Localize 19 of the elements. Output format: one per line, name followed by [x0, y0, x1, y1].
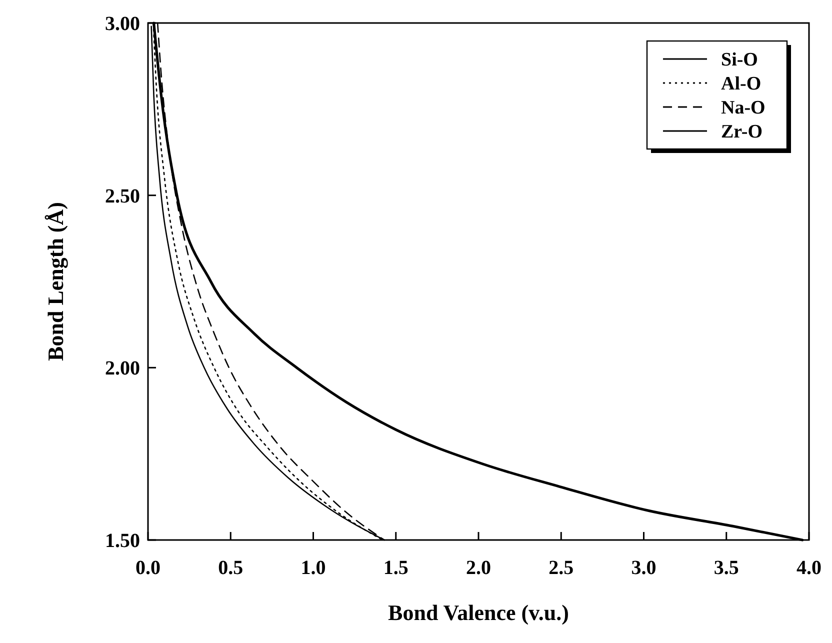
x-tick-label: 3.0	[631, 557, 656, 579]
legend-label: Na-O	[721, 98, 766, 119]
y-tick-label: 3.00	[105, 13, 140, 35]
y-tick-label: 2.50	[105, 185, 140, 208]
legend-label: Si-O	[721, 50, 758, 71]
x-tick-label: 1.5	[383, 557, 408, 579]
x-tick-label: 3.5	[714, 557, 739, 579]
y-tick-label: 1.50	[105, 530, 140, 552]
y-axis-title: Bond Length (Å)	[43, 202, 68, 361]
x-tick-label: 2.5	[548, 557, 574, 579]
legend-label: Al-O	[721, 74, 762, 95]
legend-label: Zr-O	[721, 122, 763, 143]
x-tick-label: 4.0	[796, 557, 822, 579]
y-tick-label: 2.00	[105, 358, 140, 380]
x-axis-title: Bond Valence (v.u.)	[388, 600, 569, 625]
x-tick-label: 1.0	[300, 557, 326, 579]
x-tick-label: 0.0	[136, 557, 160, 579]
x-tick-label: 2.0	[466, 557, 491, 579]
x-tick-label: 0.5	[218, 557, 244, 579]
